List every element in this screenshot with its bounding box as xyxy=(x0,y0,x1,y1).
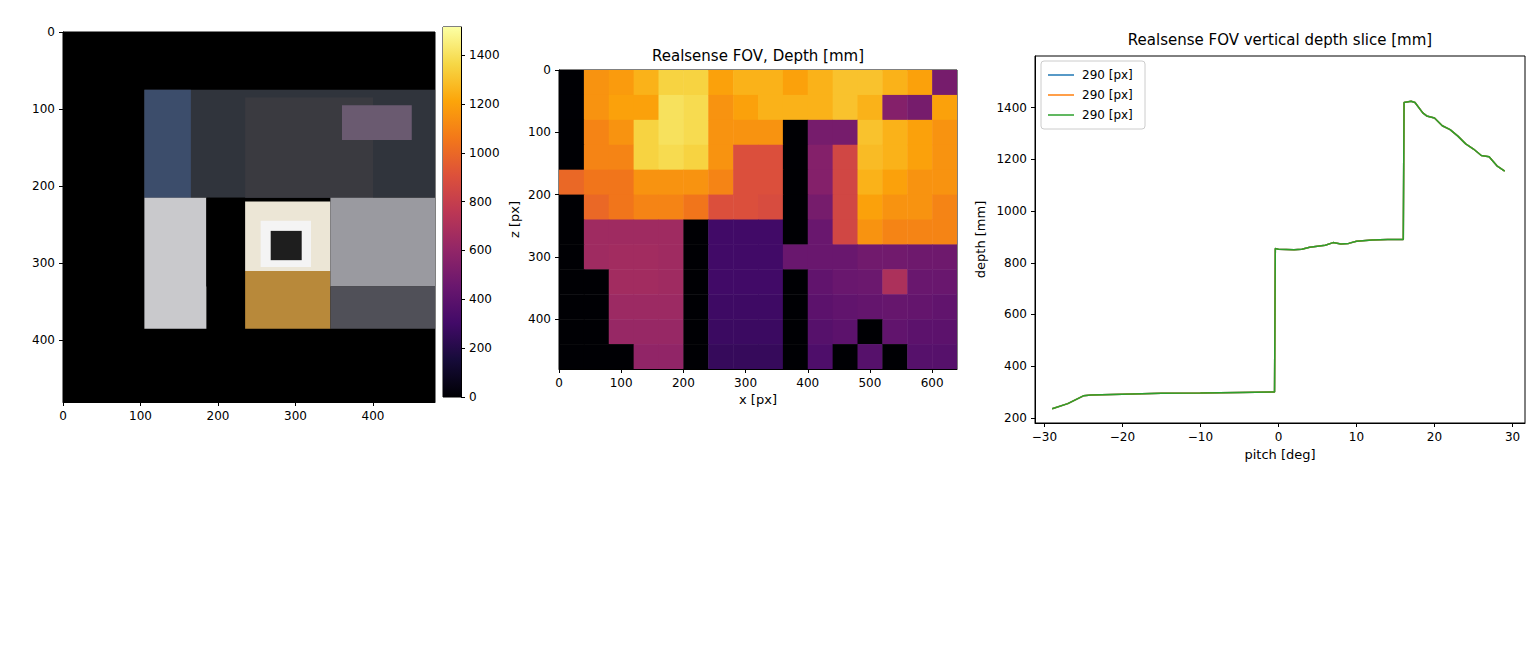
svg-text:400: 400 xyxy=(362,409,385,423)
svg-text:pitch [deg]: pitch [deg] xyxy=(1244,447,1315,462)
svg-text:0: 0 xyxy=(59,409,67,423)
svg-text:100: 100 xyxy=(610,376,633,390)
svg-text:290 [px]: 290 [px] xyxy=(1082,68,1133,82)
svg-text:x [px]: x [px] xyxy=(739,392,777,407)
svg-text:290 [px]: 290 [px] xyxy=(1082,88,1133,102)
svg-text:300: 300 xyxy=(32,256,55,270)
svg-text:0: 0 xyxy=(47,25,55,39)
svg-text:400: 400 xyxy=(528,312,551,326)
svg-text:200: 200 xyxy=(672,376,695,390)
svg-text:400: 400 xyxy=(796,376,819,390)
svg-text:290 [px]: 290 [px] xyxy=(1082,108,1133,122)
svg-text:20: 20 xyxy=(1427,430,1442,444)
svg-text:100: 100 xyxy=(528,125,551,139)
svg-text:200: 200 xyxy=(528,188,551,202)
svg-text:400: 400 xyxy=(32,333,55,347)
svg-text:100: 100 xyxy=(32,102,55,116)
svg-text:1000: 1000 xyxy=(469,146,500,160)
svg-text:300: 300 xyxy=(284,409,307,423)
svg-text:Realsense FOV vertical depth s: Realsense FOV vertical depth slice [mm] xyxy=(1128,31,1432,49)
svg-text:1400: 1400 xyxy=(996,101,1027,115)
svg-text:500: 500 xyxy=(858,376,881,390)
svg-text:1400: 1400 xyxy=(469,48,500,62)
svg-text:800: 800 xyxy=(1004,256,1027,270)
svg-text:10: 10 xyxy=(1349,430,1364,444)
svg-text:Realsense FOV, Depth [mm]: Realsense FOV, Depth [mm] xyxy=(652,47,864,65)
svg-text:0: 0 xyxy=(1275,430,1283,444)
svg-text:200: 200 xyxy=(1004,411,1027,425)
svg-text:z [px]: z [px] xyxy=(507,201,522,238)
svg-text:−10: −10 xyxy=(1188,430,1213,444)
svg-text:0: 0 xyxy=(555,376,563,390)
svg-text:−20: −20 xyxy=(1110,430,1135,444)
svg-text:200: 200 xyxy=(32,179,55,193)
svg-text:100: 100 xyxy=(129,409,152,423)
svg-text:30: 30 xyxy=(1505,430,1520,444)
svg-text:0: 0 xyxy=(543,63,551,77)
svg-text:0: 0 xyxy=(469,390,477,404)
svg-text:300: 300 xyxy=(734,376,757,390)
svg-text:1200: 1200 xyxy=(996,152,1027,166)
svg-text:200: 200 xyxy=(469,341,492,355)
svg-text:300: 300 xyxy=(528,250,551,264)
svg-text:200: 200 xyxy=(207,409,230,423)
svg-text:800: 800 xyxy=(469,195,492,209)
svg-text:600: 600 xyxy=(469,243,492,257)
svg-text:600: 600 xyxy=(1004,307,1027,321)
svg-text:400: 400 xyxy=(1004,359,1027,373)
svg-text:1000: 1000 xyxy=(996,204,1027,218)
svg-text:−30: −30 xyxy=(1032,430,1057,444)
svg-text:depth [mm]: depth [mm] xyxy=(973,201,988,278)
svg-text:400: 400 xyxy=(469,292,492,306)
svg-text:1200: 1200 xyxy=(469,97,500,111)
svg-text:600: 600 xyxy=(921,376,944,390)
